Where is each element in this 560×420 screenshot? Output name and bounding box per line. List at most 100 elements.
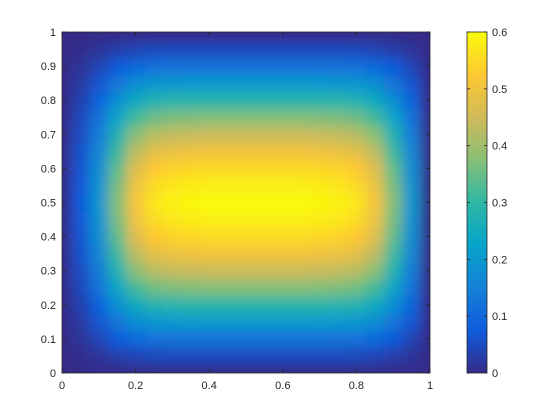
y-tick-label: 0.7: [41, 129, 56, 141]
heatmap-cell: [218, 57, 238, 76]
heatmap-cell: [365, 32, 385, 42]
heatmap-cell: [236, 108, 256, 127]
heatmap-cell: [163, 142, 183, 161]
heatmap-cell: [71, 193, 91, 212]
heatmap-cell: [218, 125, 238, 144]
heatmap-cell: [163, 279, 183, 297]
heatmap-cell: [420, 193, 430, 212]
heatmap-cell: [200, 347, 219, 366]
heatmap-cell: [273, 91, 293, 110]
heatmap-cell: [62, 142, 72, 161]
heatmap-cell: [108, 40, 127, 59]
heatmap-cell: [310, 74, 330, 93]
heatmap-cell: [310, 279, 330, 297]
heatmap-cell: [365, 245, 385, 263]
heatmap-cell: [310, 125, 330, 144]
heatmap-cell: [365, 57, 385, 76]
heatmap-cell: [420, 176, 430, 195]
y-tick-label: 0.8: [41, 95, 56, 107]
heatmap-cell: [255, 364, 275, 373]
heatmap-cell: [89, 262, 109, 280]
heatmap-cell: [420, 347, 430, 366]
heatmap-cell: [126, 211, 146, 229]
heatmap-cell: [255, 125, 275, 144]
heatmap-cell: [328, 32, 348, 42]
heatmap-cell: [255, 313, 275, 331]
heatmap-cell: [62, 211, 72, 229]
heatmap-cell: [402, 193, 422, 212]
colorbar-tick-label: 0: [492, 368, 498, 380]
heatmap-cell: [236, 193, 256, 212]
heatmap-cell: [328, 108, 348, 127]
heatmap-cell: [89, 364, 109, 373]
heatmap-cell: [126, 91, 146, 110]
heatmap-cell: [163, 57, 183, 76]
heatmap-cell: [236, 279, 256, 297]
heatmap-cell: [181, 91, 201, 110]
heatmap-cell: [310, 159, 330, 178]
heatmap-cell: [365, 142, 385, 161]
heatmap-cell: [384, 279, 403, 297]
heatmap-cell: [255, 40, 275, 59]
heatmap-cell: [255, 159, 275, 178]
heatmap-cell: [292, 262, 311, 280]
heatmap-cell: [328, 313, 348, 331]
heatmap-cell: [236, 313, 256, 331]
heatmap-cell: [126, 32, 146, 42]
heatmap-cell: [384, 74, 403, 93]
heatmap-cell: [384, 40, 403, 59]
heatmap-cell: [108, 32, 127, 42]
heatmap-cell: [62, 159, 72, 178]
heatmap-cell: [402, 142, 422, 161]
heatmap-cell: [200, 40, 219, 59]
heatmap-cell: [71, 228, 91, 246]
heatmap-cell: [328, 125, 348, 144]
heatmap-cell: [292, 347, 311, 366]
heatmap-cell: [292, 193, 311, 212]
heatmap-cell: [328, 211, 348, 229]
heatmap-cell: [236, 142, 256, 161]
heatmap-cell: [347, 74, 367, 93]
heatmap-cell: [108, 296, 127, 314]
heatmap-cell: [365, 228, 385, 246]
heatmap-cell: [365, 347, 385, 366]
heatmap-cell: [365, 74, 385, 93]
heatmap-cell: [126, 245, 146, 263]
heatmap-cell: [163, 74, 183, 93]
heatmap-cell: [273, 296, 293, 314]
heatmap-cell: [310, 91, 330, 110]
heatmap-cell: [218, 211, 238, 229]
heatmap-cell: [144, 245, 164, 263]
heatmap-cell: [89, 142, 109, 161]
heatmap-cell: [71, 40, 91, 59]
heatmap-cell: [420, 40, 430, 59]
heatmap-cell: [181, 262, 201, 280]
heatmap-cell: [181, 125, 201, 144]
heatmap-cell: [181, 245, 201, 263]
heatmap-cell: [200, 279, 219, 297]
heatmap-cell: [200, 32, 219, 42]
heatmap-cell: [108, 347, 127, 366]
heatmap-cell: [89, 296, 109, 314]
heatmap-cell: [108, 91, 127, 110]
heatmap-cell: [71, 57, 91, 76]
heatmap-cell: [71, 262, 91, 280]
heatmap-cell: [163, 108, 183, 127]
heatmap-cell: [273, 108, 293, 127]
heatmap-cell: [236, 296, 256, 314]
heatmap-cell: [347, 176, 367, 195]
y-tick-label: 0.1: [41, 334, 56, 346]
heatmap-cell: [62, 313, 72, 331]
heatmap-cell: [420, 245, 430, 263]
heatmap-cell: [71, 279, 91, 297]
heatmap-cell: [89, 32, 109, 42]
heatmap-cell: [420, 364, 430, 373]
x-tick-label: 0: [59, 380, 65, 392]
heatmap-cell: [365, 193, 385, 212]
heatmap-cell: [365, 159, 385, 178]
x-tick-label: 1: [427, 380, 433, 392]
heatmap-cell: [108, 228, 127, 246]
heatmap-cell: [62, 91, 72, 110]
x-tick-label: 0.6: [275, 380, 290, 392]
heatmap-cell: [347, 142, 367, 161]
